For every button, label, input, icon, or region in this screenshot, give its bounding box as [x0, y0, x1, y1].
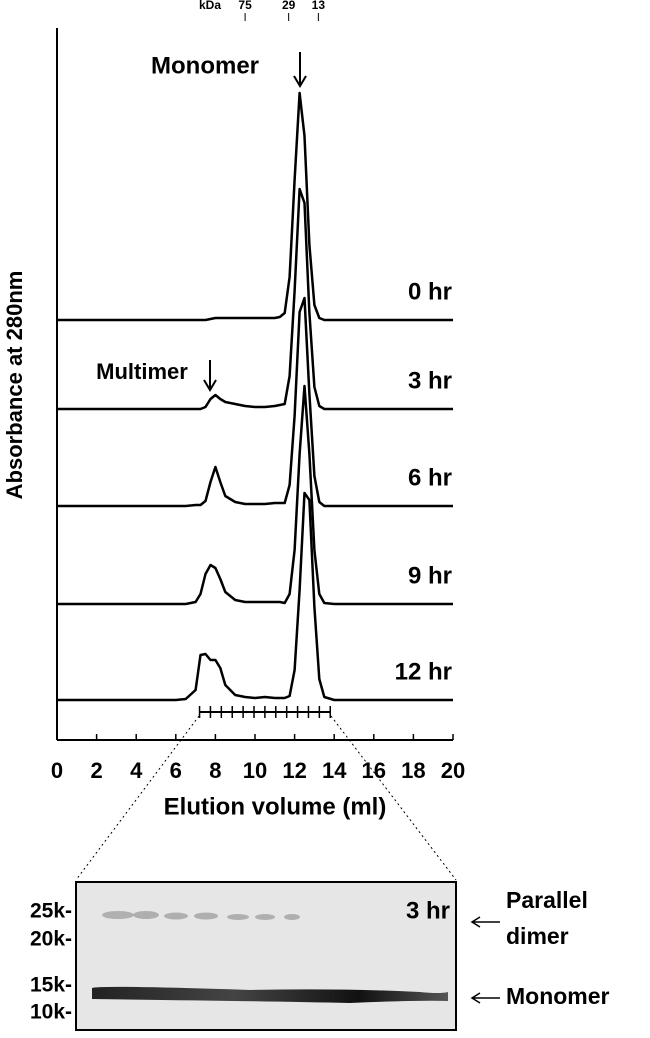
gel-marker: 20k-	[30, 928, 72, 951]
x-tick-label: 6	[170, 758, 182, 783]
gel-label: 3 hr	[406, 897, 450, 924]
arrow	[293, 52, 307, 88]
annotation: Multimer	[96, 359, 188, 384]
x-axis-label: Elution volume (ml)	[164, 793, 387, 820]
gel-annotation: Monomer	[506, 983, 610, 1009]
x-tick-label: 8	[209, 758, 221, 783]
top-tick-label: 75	[238, 0, 252, 12]
gel-marker: 25k-	[30, 900, 72, 923]
x-tick-label: 0	[51, 758, 63, 783]
gel-marker: 10k-	[30, 1001, 72, 1024]
x-tick-label: 10	[243, 758, 267, 783]
x-tick-label: 2	[90, 758, 102, 783]
trace-label: 12 hr	[395, 658, 452, 685]
trace-label: 9 hr	[408, 562, 452, 589]
x-tick-label: 12	[282, 758, 306, 783]
dimer-band	[102, 911, 300, 920]
gel-annotation: Parallel	[506, 887, 588, 913]
trace	[57, 491, 453, 702]
x-tick-label: 4	[130, 758, 143, 783]
monomer-band	[92, 986, 448, 1003]
gel-annotation: dimer	[506, 923, 569, 949]
trace	[57, 91, 453, 322]
trace	[57, 384, 453, 606]
annotation: Monomer	[151, 52, 259, 79]
trace	[57, 296, 453, 508]
arrow	[203, 360, 217, 392]
x-tick-label: 20	[441, 758, 465, 783]
trace-label: 0 hr	[408, 278, 452, 305]
top-tick-label: 13	[312, 0, 326, 12]
gel	[75, 881, 457, 1031]
trace-label: 6 hr	[408, 464, 452, 491]
top-axis-label: kDa	[199, 0, 221, 12]
y-axis-label: Absorbance at 280nm	[2, 271, 27, 500]
x-tick-label: 16	[362, 758, 386, 783]
gel-marker: 15k-	[30, 974, 72, 997]
trace-label: 3 hr	[408, 367, 452, 394]
zoom-line	[75, 715, 200, 881]
top-tick-label: 29	[282, 0, 296, 12]
arrow	[470, 916, 500, 928]
arrow	[470, 992, 500, 1004]
zoom-line	[330, 715, 457, 881]
trace	[57, 187, 453, 411]
x-tick-label: 14	[322, 758, 347, 783]
x-tick-label: 18	[401, 758, 425, 783]
